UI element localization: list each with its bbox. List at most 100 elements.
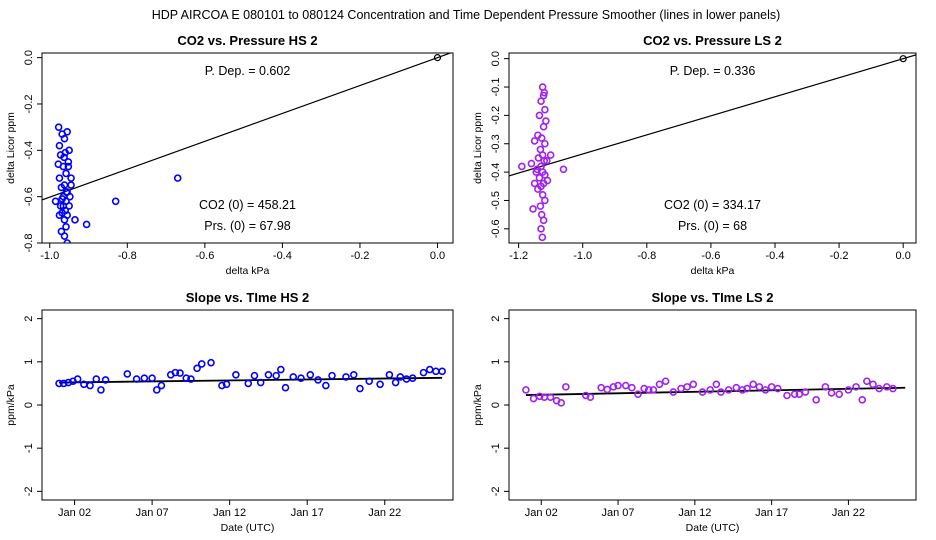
plot-frame: [508, 52, 917, 244]
data-point: [858, 396, 867, 404]
data-point: [73, 375, 82, 383]
data-point: [869, 380, 877, 389]
data-point: [535, 392, 544, 401]
x-tick-label: Jan 12: [213, 507, 246, 519]
data-point: [844, 386, 853, 394]
plot-frame: [508, 309, 917, 501]
prs-zero-annotation: Prs. (0) = 68: [678, 219, 747, 233]
data-point: [683, 383, 691, 391]
data-point: [812, 396, 820, 404]
y-axis-label: delta Licor ppm: [472, 112, 484, 184]
x-tick-label: -1.2: [509, 250, 528, 262]
data-point: [537, 225, 545, 233]
data-point: [356, 384, 364, 393]
data-point: [738, 386, 747, 394]
data-point: [835, 390, 844, 399]
data-point: [222, 380, 231, 389]
data-point: [875, 384, 883, 393]
data-point: [328, 371, 336, 380]
data-point: [64, 162, 73, 171]
data-point: [540, 156, 549, 165]
chart-p4: [504, 309, 917, 505]
data-point: [306, 370, 315, 379]
y-tick-label: 1: [490, 359, 502, 365]
data-point: [289, 373, 298, 381]
data-point: [264, 370, 273, 379]
data-point: [152, 386, 161, 394]
x-tick-label: -0.2: [350, 250, 369, 262]
data-point: [173, 174, 182, 182]
x-tick-label: Jan 07: [136, 507, 169, 519]
data-point: [272, 371, 280, 380]
y-tick-label: -2: [23, 486, 35, 496]
data-point: [55, 141, 64, 150]
x-tick-label: Jan 22: [368, 507, 401, 519]
data-point: [64, 158, 73, 166]
data-point: [342, 373, 350, 381]
data-point: [773, 384, 782, 393]
data-point: [376, 380, 384, 389]
data-point: [712, 380, 721, 389]
data-point: [761, 386, 770, 394]
data-point: [541, 196, 549, 205]
data-point: [66, 192, 74, 201]
data-point: [250, 371, 259, 380]
x-tick-label: -1.0: [573, 250, 592, 262]
y-tick-label: -1: [23, 443, 35, 453]
data-point: [244, 379, 253, 388]
data-point: [535, 111, 544, 120]
x-axis-label: Date (UTC): [221, 522, 275, 534]
plot-area: [55, 358, 446, 394]
data-point: [207, 358, 215, 367]
data-point: [123, 370, 132, 378]
x-tick-label: Jan 17: [291, 507, 324, 519]
y-tick-label: -0.4: [23, 141, 35, 160]
x-axis-label: Date (UTC): [686, 522, 740, 534]
x-tick-label: -0.2: [830, 250, 849, 262]
data-point: [743, 384, 751, 393]
chart-title: Slope vs. TIme HS 2: [186, 290, 310, 305]
chart-p3: [37, 309, 454, 505]
data-point: [559, 165, 568, 174]
data-point: [56, 202, 65, 210]
data-point: [60, 153, 68, 162]
p-dep-annotation: P. Dep. = 0.602: [205, 64, 291, 78]
data-point: [889, 384, 897, 393]
data-point: [193, 364, 201, 373]
y-tick-label: 2: [490, 316, 502, 322]
data-point: [518, 162, 526, 171]
data-point: [67, 174, 75, 182]
data-point: [63, 239, 72, 243]
y-tick-label: 0: [23, 402, 35, 408]
plot-area: [522, 377, 906, 407]
data-point: [609, 383, 618, 391]
data-point: [187, 375, 195, 383]
y-axis-label: ppm/kPa: [5, 384, 17, 426]
data-point: [55, 174, 64, 182]
data-point: [529, 394, 538, 403]
data-point: [621, 381, 630, 390]
data-point: [419, 368, 428, 377]
y-tick-label: -0.2: [23, 94, 35, 113]
data-point: [755, 383, 764, 391]
x-tick-label: Jan 17: [755, 507, 788, 519]
data-point: [218, 381, 226, 390]
data-point: [148, 374, 156, 383]
data-point: [92, 375, 101, 383]
data-point: [182, 374, 191, 383]
data-point: [63, 127, 72, 136]
data-point: [557, 399, 566, 407]
chart-p1: [37, 52, 454, 248]
data-point: [64, 378, 73, 387]
plot-frame: [41, 52, 454, 244]
data-point: [535, 173, 544, 182]
data-point: [55, 211, 64, 219]
data-point: [640, 384, 648, 393]
data-point: [522, 386, 530, 394]
data-point: [767, 383, 776, 391]
y-tick-label: -0.2: [490, 106, 502, 125]
data-point: [140, 374, 149, 383]
data-point: [655, 380, 664, 389]
data-point: [532, 168, 541, 176]
